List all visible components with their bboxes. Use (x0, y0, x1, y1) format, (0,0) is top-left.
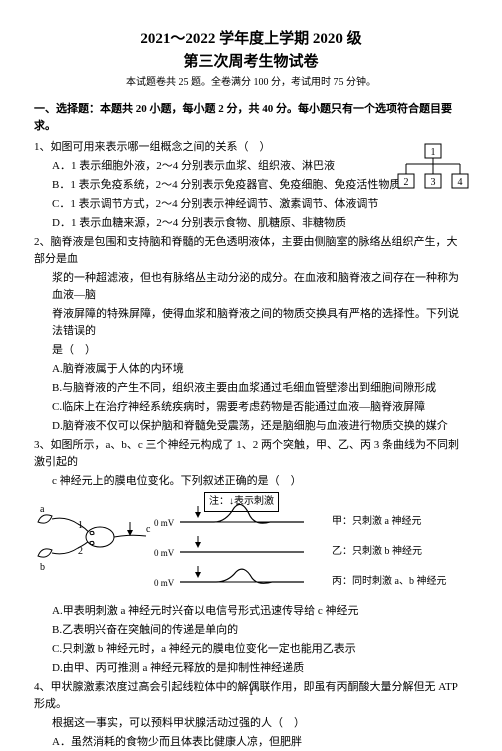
tree-root: 1 (431, 147, 436, 158)
svg-text:2: 2 (78, 546, 83, 557)
q2-optC: C.临床上在治疗神经系统疾病时，需要考虑药物是否能通过血液—脑脊液屏障 (34, 399, 468, 416)
q3-figure: a b c 1 2 注：↓表示刺激 (34, 494, 468, 598)
q2-line2: 浆的一种超滤液，但也有脉络丛主动分泌的成分。在血液和脑脊液之间存在一种称为血液—… (34, 270, 468, 304)
section1-heading: 一、选择题：本题共 20 小题，每小题 2 分，共 40 分。每小题只有一个选项… (34, 101, 468, 135)
q2-optA: A.脑脊液属于人体的内环境 (34, 361, 468, 378)
svg-text:0 mV: 0 mV (154, 548, 175, 558)
q3-optB: B.乙表明兴奋在突触间的传递是单向的 (34, 622, 468, 639)
svg-text:0 mV: 0 mV (154, 578, 175, 588)
q3-cap3: 丙：同时刺激 a、b 神经元 (332, 574, 446, 590)
tree-n3: 3 (431, 177, 436, 188)
q2-optD: D.脑脊液不仅可以保护脑和脊髓免受震荡，还是脑细胞与血液进行物质交换的媒介 (34, 418, 468, 435)
title-line1: 2021～2022 学年度上学期 2020 级 (140, 31, 361, 47)
tree-n4: 4 (458, 177, 463, 188)
svg-text:1: 1 (78, 520, 83, 531)
q3-optC: C.只刺激 b 神经元时，a 神经元的膜电位变化一定也能用乙表示 (34, 641, 468, 658)
q1-tree-diagram: 1 2 3 4 (394, 142, 472, 196)
exam-page: 2021～2022 学年度上学期 2020 级 第三次周考生物试卷 本试题卷共 … (0, 0, 502, 708)
q2-line3: 脊液屏障的特殊屏障，使得血浆和脑脊液之间的物质交换具有严格的选择性。下列说法错误… (34, 306, 468, 340)
q3-note: 注：↓表示刺激 (204, 492, 279, 512)
q3-line2: c 神经元上的膜电位变化。下列叙述正确的是（ ） (34, 473, 468, 490)
q1-optD: D．1 表示血糖来源，2～4 分别表示食物、肌糖原、非糖物质 (34, 215, 468, 232)
q4-line2: 根据这一事实，可以预料甲状腺活动过强的人（ ） (34, 715, 468, 732)
page-number: 1 (0, 685, 502, 701)
svg-text:c: c (146, 524, 151, 535)
q1-optC: C．1 表示调节方式，2～4 分别表示神经调节、激素调节、体液调节 (34, 196, 468, 213)
svg-text:a: a (40, 504, 45, 515)
exam-info: 本试题卷共 25 题。全卷满分 100 分，考试用时 75 分钟。 (34, 75, 468, 91)
q3-optD: D.由甲、丙可推测 a 神经元释放的是抑制性神经递质 (34, 660, 468, 677)
title-line2: 第三次周考生物试卷 (183, 54, 318, 70)
q3-cap1: 甲：只刺激 a 神经元 (332, 514, 421, 530)
page-title: 2021～2022 学年度上学期 2020 级 第三次周考生物试卷 (34, 28, 468, 73)
q2-line4: 是（ ） (34, 342, 468, 359)
q2-line1: 2、脑脊液是包围和支持脑和脊髓的无色透明液体，主要由侧脑室的脉络丛组织产生，大部… (34, 234, 468, 268)
svg-text:b: b (40, 562, 45, 573)
q3-cap2: 乙：只刺激 b 神经元 (332, 544, 422, 560)
q2-optB: B.与脑脊液的产生不同，组织液主要由血浆通过毛细血管壁渗出到细胞间隙形成 (34, 380, 468, 397)
q3-line1: 3、如图所示，a、b、c 三个神经元构成了 1、2 两个突触，甲、乙、丙 3 条… (34, 437, 468, 471)
tree-n2: 2 (404, 177, 409, 188)
svg-text:0 mV: 0 mV (154, 518, 175, 528)
q3-optA: A.甲表明刺激 a 神经元时兴奋以电信号形式迅速传导给 c 神经元 (34, 603, 468, 620)
q3-neuron-diagram: a b c 1 2 (34, 494, 154, 590)
q4-optA: A．虽然消耗的食物少而且体表比健康人凉，但肥胖 (34, 734, 468, 751)
q3-waveforms: 注：↓表示刺激 0 mV 0 mV 0 mV (154, 494, 468, 598)
